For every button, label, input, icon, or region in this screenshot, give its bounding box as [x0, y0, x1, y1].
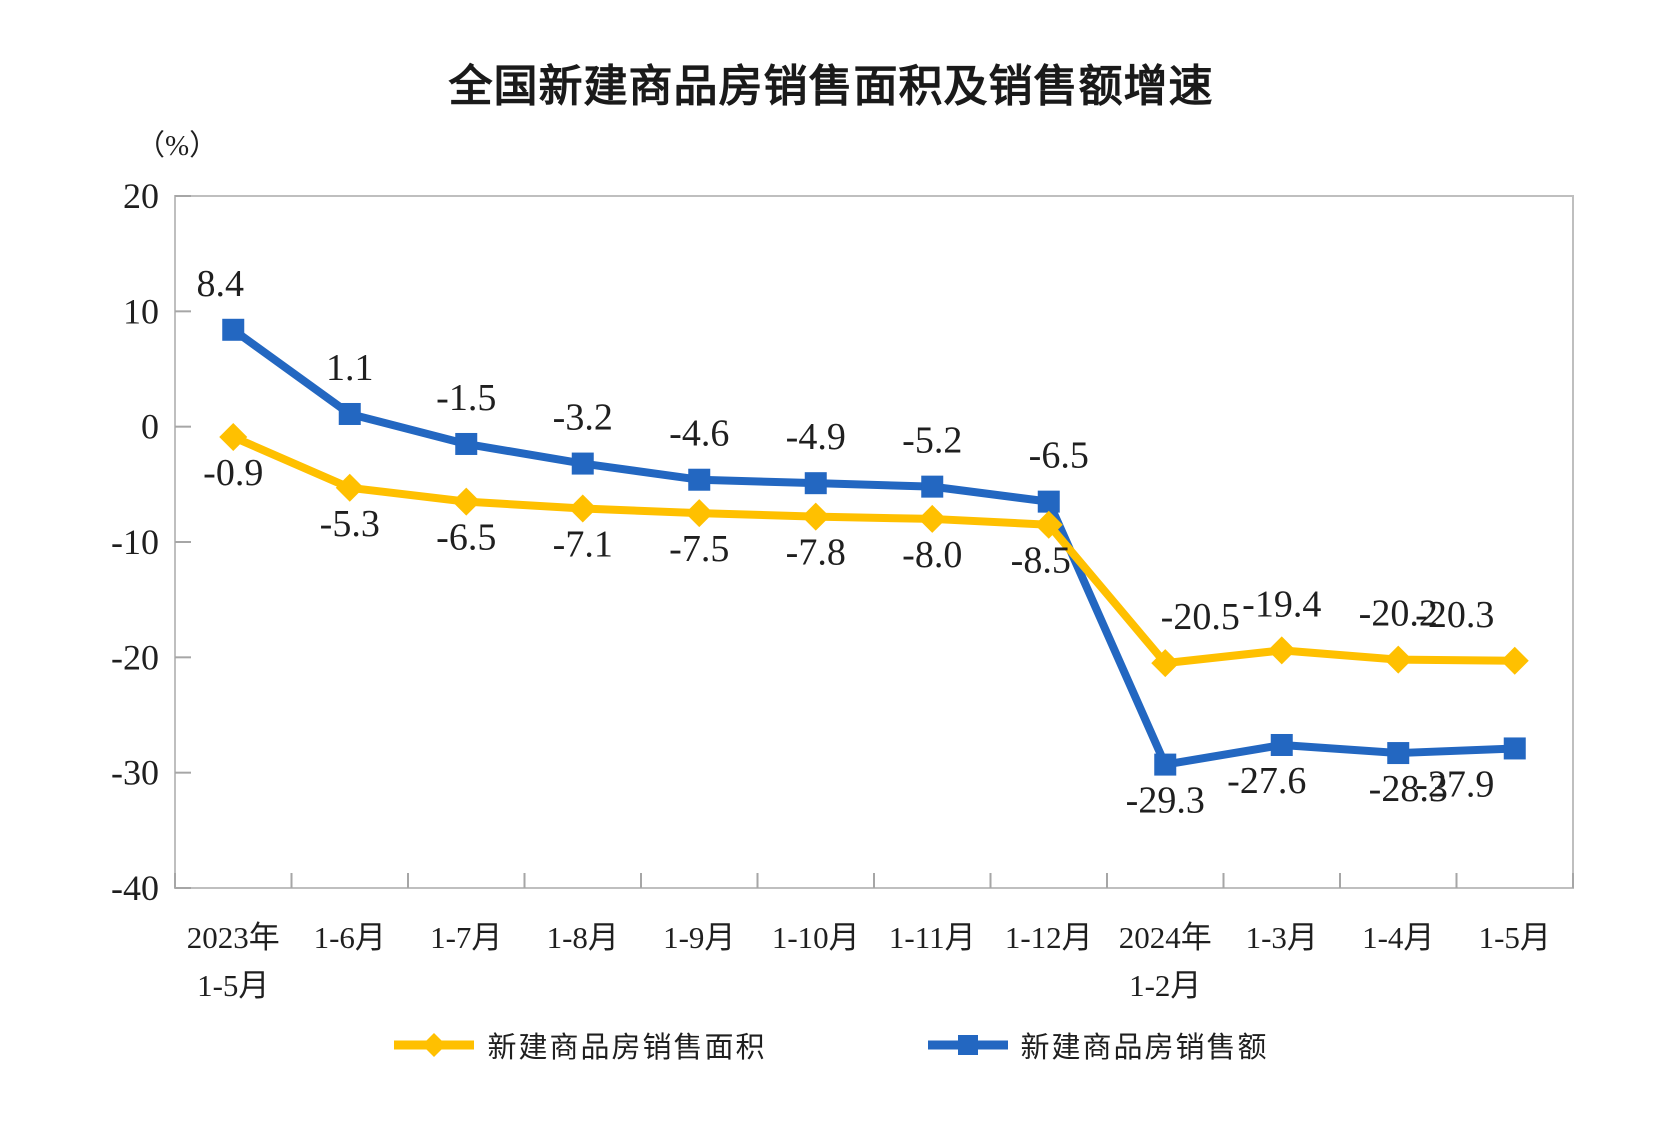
chart-title: 全国新建商品房销售面积及销售额增速 [448, 62, 1214, 111]
x-tick-label: 1-5月 [1479, 920, 1551, 955]
data-point-label: -20.3 [1415, 594, 1494, 636]
series-line [229, 433, 1519, 668]
data-point-marker [455, 432, 478, 455]
data-point-marker [452, 487, 481, 516]
data-point-marker [338, 402, 361, 425]
data-point-label: 1.1 [326, 347, 374, 389]
data-point-marker [1267, 636, 1296, 665]
data-point-label: -7.1 [553, 524, 613, 566]
data-point-label: -8.5 [1011, 540, 1071, 582]
data-point-marker [1384, 645, 1413, 674]
data-point-label: -0.9 [203, 452, 263, 494]
data-point-label: -6.5 [1029, 435, 1089, 477]
x-tick-label: 1-3月 [1246, 920, 1318, 955]
data-point-marker [918, 504, 947, 533]
data-point-label: -28.3 [1369, 768, 1448, 810]
x-tick-label: 1-11月 [889, 920, 976, 955]
data-point-label: -20.5 [1161, 596, 1240, 638]
data-point-marker [571, 452, 594, 475]
x-tick-label: 1-7月 [430, 920, 502, 955]
data-point-marker [921, 475, 944, 498]
x-tick-label: 1-6月 [314, 920, 386, 955]
data-point-label: -3.2 [553, 397, 613, 439]
data-point-marker [219, 423, 248, 452]
x-tick-label: 1-4月 [1362, 920, 1434, 955]
data-point-marker [1500, 646, 1529, 675]
data-point-label: -5.2 [902, 420, 962, 462]
data-point-marker [335, 473, 364, 502]
data-point-label: -4.6 [669, 413, 729, 455]
data-point-label: -20.2 [1359, 593, 1438, 635]
sales-value-legend-marker [927, 1035, 1008, 1055]
data-point-marker [1037, 490, 1060, 513]
x-tick-label: 1-9月 [663, 920, 735, 955]
data-point-label: 8.4 [197, 263, 245, 305]
legend-label-sales-value: 新建商品房销售额 [1020, 1032, 1269, 1064]
data-point-marker [1151, 649, 1180, 678]
data-point-label: -7.8 [786, 532, 846, 574]
diamond-marker-icon [422, 1033, 447, 1057]
y-tick-label: 0 [141, 407, 159, 447]
data-point-marker [568, 494, 597, 523]
square-marker-icon [957, 1035, 978, 1055]
y-axis-unit-label: （%） [136, 130, 219, 162]
x-tick-label: 1-2月 [1129, 968, 1201, 1003]
data-point-marker [1270, 733, 1293, 756]
data-point-label: -19.4 [1242, 583, 1321, 625]
data-point-marker [688, 468, 711, 491]
data-point-marker [1154, 753, 1177, 776]
legend-item-sales-area: 新建商品房销售面积 [393, 1024, 766, 1066]
data-point-label: -1.5 [436, 377, 496, 419]
series-line [229, 325, 1519, 769]
sales-area-legend-marker [394, 1033, 475, 1057]
data-point-marker [685, 499, 714, 528]
data-point-marker [1387, 742, 1410, 765]
data-point-marker [801, 502, 830, 531]
x-tick-label: 1-5月 [197, 968, 269, 1003]
plot-border [174, 195, 1574, 889]
data-point-label: -29.3 [1126, 780, 1205, 822]
legend-item-sales-value: 新建商品房销售额 [927, 1024, 1269, 1066]
y-tick-label: -10 [111, 522, 159, 562]
data-point-label: -27.6 [1227, 760, 1306, 802]
data-point-label: -8.0 [902, 534, 962, 576]
x-tick-label: 1-8月 [547, 920, 619, 955]
data-point-label: -7.5 [669, 528, 729, 570]
data-point-marker [222, 318, 245, 341]
y-tick-label: -40 [111, 868, 159, 908]
data-point-label: -27.9 [1415, 763, 1494, 805]
y-tick-label: -20 [111, 637, 159, 677]
x-tick-label: 2024年 [1119, 920, 1212, 955]
y-tick-label: -30 [111, 753, 159, 793]
y-tick-label: 20 [123, 176, 159, 216]
legend-label-sales-area: 新建商品房销售面积 [487, 1032, 767, 1064]
data-point-marker [1034, 510, 1063, 539]
y-tick-label: 10 [123, 291, 159, 331]
data-point-label: -4.9 [786, 416, 846, 458]
data-point-label: -6.5 [436, 517, 496, 559]
data-point-label: -5.3 [320, 503, 380, 545]
x-tick-label: 2023年 [187, 920, 280, 955]
x-tick-label: 1-10月 [772, 920, 860, 955]
data-point-marker [1503, 737, 1526, 760]
x-tick-label: 1-12月 [1005, 920, 1093, 955]
legend: 新建商品房销售面积 新建商品房销售额 [0, 1020, 1662, 1070]
data-point-marker [804, 472, 827, 495]
